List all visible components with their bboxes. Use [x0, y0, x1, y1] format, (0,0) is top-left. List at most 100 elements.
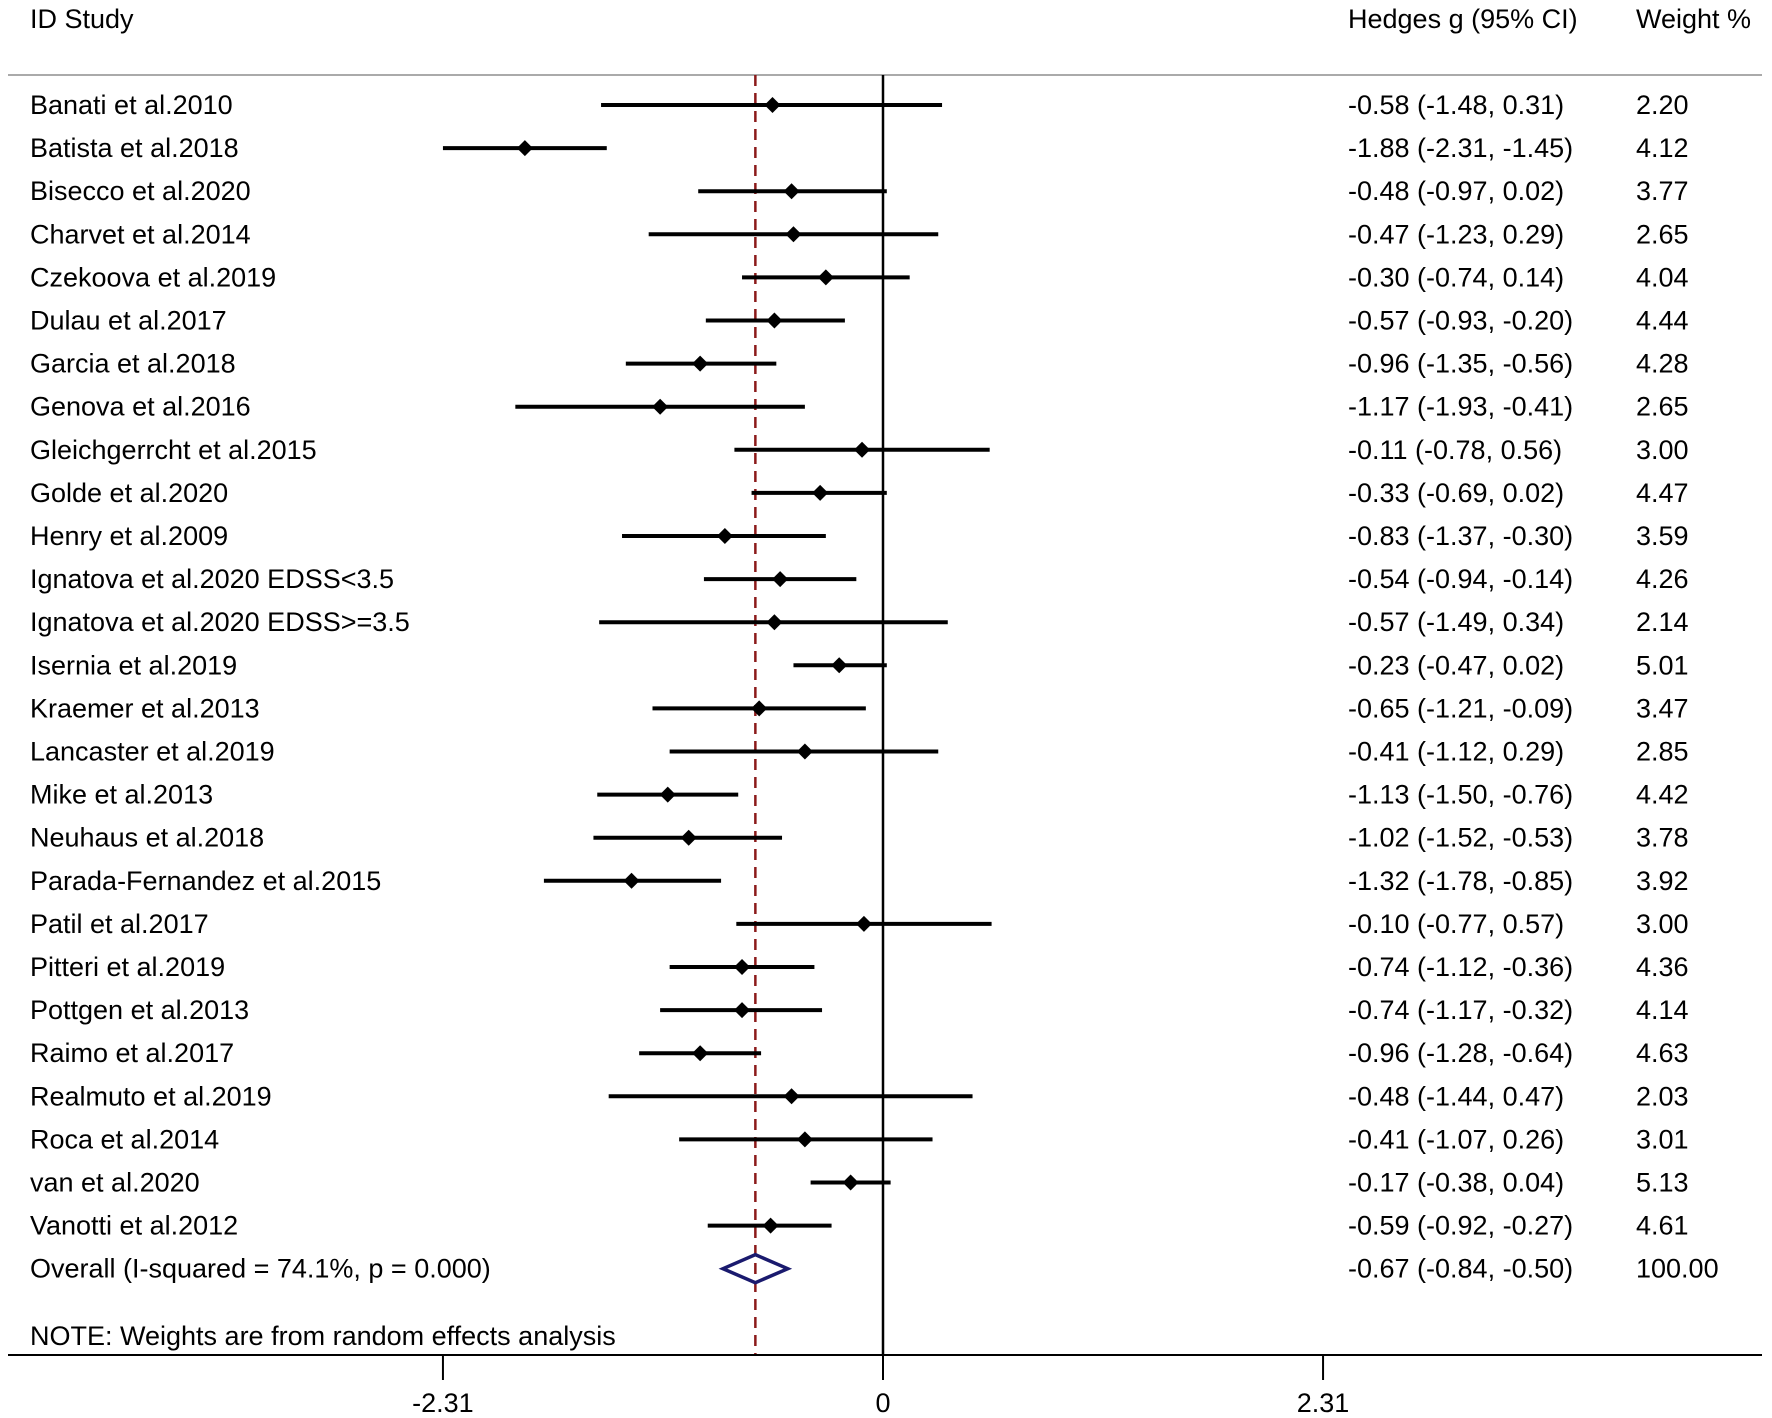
study-label: Gleichgerrcht et al.2015: [30, 435, 317, 465]
ci-text: -0.96 (-1.35, -0.56): [1348, 349, 1573, 379]
ci-text: -0.41 (-1.12, 0.29): [1348, 737, 1564, 767]
weight-text: 3.47: [1636, 693, 1689, 723]
weight-text: 3.92: [1636, 866, 1689, 896]
ci-text: -0.11 (-0.78, 0.56): [1348, 435, 1562, 465]
point-estimate-marker: [842, 1174, 859, 1191]
overall-diamond: [718, 1252, 793, 1285]
study-label: Golde et al.2020: [30, 478, 228, 508]
overall-label: Overall (I-squared = 74.1%, p = 0.000): [30, 1254, 491, 1284]
ci-text: -1.02 (-1.52, -0.53): [1348, 823, 1573, 853]
weight-text: 4.47: [1636, 478, 1689, 508]
study-label: Ignatova et al.2020 EDSS<3.5: [30, 564, 394, 594]
point-estimate-marker: [659, 786, 676, 803]
weight-text: 4.44: [1636, 306, 1689, 336]
point-estimate-marker: [680, 829, 697, 846]
point-estimate-marker: [796, 743, 813, 760]
point-estimate-marker: [762, 1217, 779, 1234]
study-label: Batista et al.2018: [30, 133, 239, 163]
x-tick-label: -2.31: [412, 1388, 474, 1418]
ci-text: -0.47 (-1.23, 0.29): [1348, 219, 1564, 249]
weight-text: 2.20: [1636, 90, 1689, 120]
study-label: Garcia et al.2018: [30, 349, 236, 379]
study-label: Pitteri et al.2019: [30, 952, 225, 982]
weight-text: 4.26: [1636, 564, 1689, 594]
ci-text: -0.17 (-0.38, 0.04): [1348, 1168, 1564, 1198]
study-label: Genova et al.2016: [30, 392, 251, 422]
study-label: Henry et al.2009: [30, 521, 228, 551]
study-label: Dulau et al.2017: [30, 306, 227, 336]
ci-text: -1.13 (-1.50, -0.76): [1348, 780, 1573, 810]
weight-text: 4.04: [1636, 262, 1689, 292]
point-estimate-marker: [692, 355, 709, 372]
weight-text: 4.28: [1636, 349, 1689, 379]
study-label: Pottgen et al.2013: [30, 995, 249, 1025]
study-label: Isernia et al.2019: [30, 650, 237, 680]
weight-text: 2.65: [1636, 392, 1689, 422]
weight-text: 2.85: [1636, 737, 1689, 767]
study-label: Ignatova et al.2020 EDSS>=3.5: [30, 607, 410, 637]
weight-text: 4.42: [1636, 780, 1689, 810]
weight-text: 3.01: [1636, 1124, 1689, 1154]
ci-text: -1.32 (-1.78, -0.85): [1348, 866, 1573, 896]
note-text: NOTE: Weights are from random effects an…: [30, 1321, 616, 1351]
weight-text: 2.14: [1636, 607, 1689, 637]
point-estimate-marker: [751, 700, 768, 717]
ci-text: -0.30 (-0.74, 0.14): [1348, 262, 1564, 292]
ci-text: -0.96 (-1.28, -0.64): [1348, 1038, 1573, 1068]
weight-text: 2.03: [1636, 1081, 1689, 1111]
ci-text: -0.48 (-1.44, 0.47): [1348, 1081, 1564, 1111]
ci-text: -1.17 (-1.93, -0.41): [1348, 392, 1573, 422]
study-label: Vanotti et al.2012: [30, 1211, 238, 1241]
weight-text: 3.00: [1636, 909, 1689, 939]
study-label: Parada-Fernandez et al.2015: [30, 866, 381, 896]
point-estimate-marker: [623, 872, 640, 889]
study-label: Charvet et al.2014: [30, 219, 251, 249]
study-label: Patil et al.2017: [30, 909, 209, 939]
ci-text: -0.48 (-0.97, 0.02): [1348, 176, 1564, 206]
overall-weight-text: 100.00: [1636, 1254, 1719, 1284]
point-estimate-marker: [831, 657, 848, 674]
weight-text: 4.14: [1636, 995, 1689, 1025]
study-label: Lancaster et al.2019: [30, 737, 275, 767]
weight-text: 4.63: [1636, 1038, 1689, 1068]
x-axis-ticks: -2.31 0 2.31: [412, 1355, 1349, 1418]
ci-text: -0.74 (-1.12, -0.36): [1348, 952, 1573, 982]
study-label: van et al.2020: [30, 1168, 200, 1198]
study-label: Neuhaus et al.2018: [30, 823, 264, 853]
study-label: Kraemer et al.2013: [30, 693, 260, 723]
point-estimate-marker: [652, 398, 669, 415]
ci-text: -0.10 (-0.77, 0.57): [1348, 909, 1564, 939]
x-tick-label: 2.31: [1297, 1388, 1350, 1418]
ci-text: -0.33 (-0.69, 0.02): [1348, 478, 1564, 508]
weight-text: 4.36: [1636, 952, 1689, 982]
header-study: ID Study: [30, 4, 134, 34]
point-estimate-marker: [855, 915, 872, 932]
study-label: Czekoova et al.2019: [30, 262, 276, 292]
ci-text: -0.54 (-0.94, -0.14): [1348, 564, 1573, 594]
ci-text: -0.57 (-0.93, -0.20): [1348, 306, 1573, 336]
point-estimate-marker: [516, 140, 533, 157]
ci-text: -0.59 (-0.92, -0.27): [1348, 1211, 1573, 1241]
weight-text: 3.77: [1636, 176, 1689, 206]
ci-text: -0.74 (-1.17, -0.32): [1348, 995, 1573, 1025]
overall-ci-text: -0.67 (-0.84, -0.50): [1348, 1254, 1573, 1284]
point-estimate-marker: [783, 183, 800, 200]
study-label: Banati et al.2010: [30, 90, 233, 120]
point-estimate-marker: [772, 571, 789, 588]
point-estimate-marker: [764, 97, 781, 113]
point-estimate-marker: [796, 1131, 813, 1148]
study-rows: Banati et al.2010 -0.58 (-1.48, 0.31) 2.20…: [30, 75, 1719, 1355]
point-estimate-marker: [812, 484, 829, 501]
weight-text: 3.78: [1636, 823, 1689, 853]
point-estimate-marker: [692, 1045, 709, 1062]
x-tick-label: 0: [875, 1388, 890, 1418]
ci-text: -0.83 (-1.37, -0.30): [1348, 521, 1573, 551]
weight-text: 3.59: [1636, 521, 1689, 551]
study-label: Roca et al.2014: [30, 1124, 219, 1154]
weight-text: 5.13: [1636, 1168, 1689, 1198]
point-estimate-marker: [766, 614, 783, 631]
study-label: Mike et al.2013: [30, 780, 213, 810]
weight-text: 4.61: [1636, 1211, 1689, 1241]
ci-text: -0.57 (-1.49, 0.34): [1348, 607, 1564, 637]
